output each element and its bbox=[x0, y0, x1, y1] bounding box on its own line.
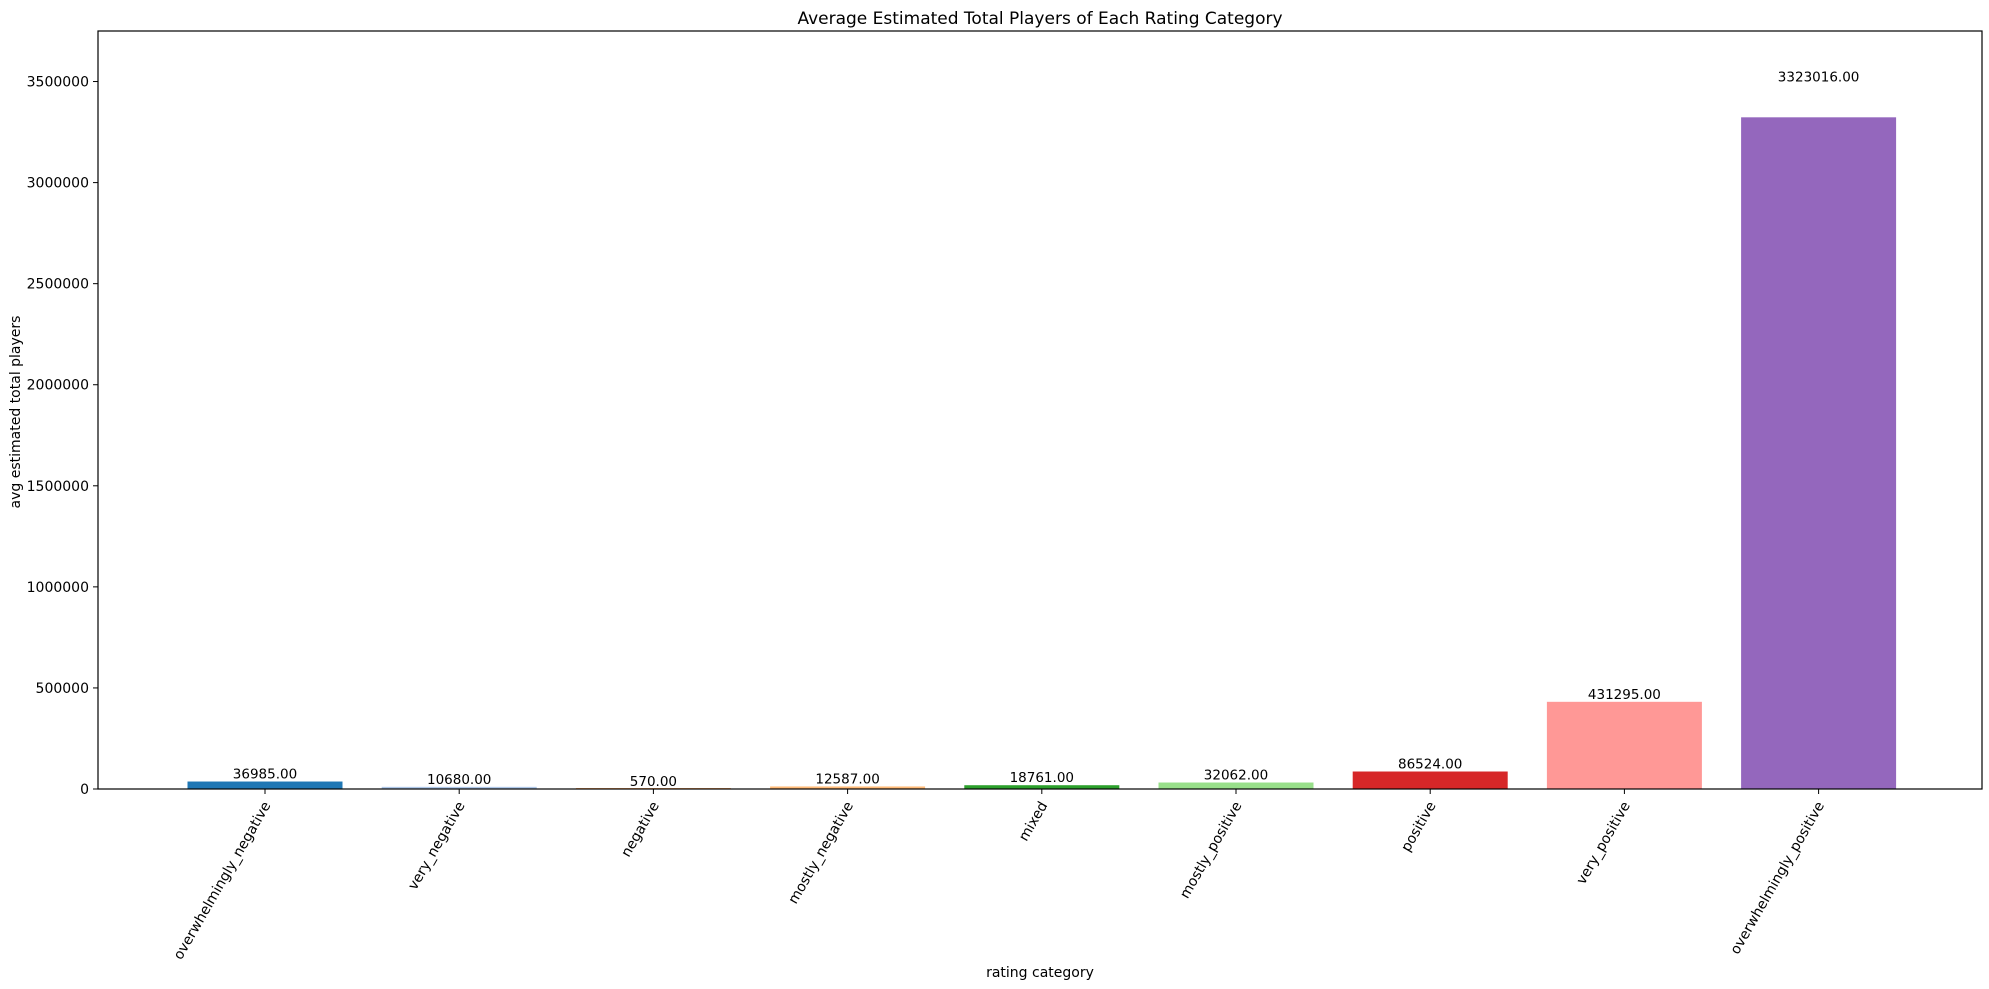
y-tick-label: 0 bbox=[80, 782, 89, 798]
bar-value-label: 32062.00 bbox=[1204, 768, 1268, 784]
bar-mostly-negative bbox=[770, 786, 926, 789]
x-tick-label: mixed bbox=[1016, 799, 1051, 844]
bars-layer: 36985.00 10680.00 570.00 12587.00 18761.00 32… bbox=[187, 69, 1897, 790]
x-tick-label: very_positive bbox=[1574, 799, 1634, 887]
y-axis-label: avg estimated total players bbox=[8, 316, 24, 509]
y-tick-label: 3500000 bbox=[27, 75, 89, 91]
x-axis-label: rating category bbox=[986, 965, 1094, 981]
plot-frame bbox=[97, 30, 1983, 790]
y-tick-label: 1500000 bbox=[27, 479, 89, 495]
bar-value-label: 3323016.00 bbox=[1778, 69, 1860, 85]
bar-positive bbox=[1352, 771, 1508, 789]
bar-value-label: 10680.00 bbox=[427, 772, 491, 788]
bar-value-label: 86524.00 bbox=[1398, 757, 1462, 773]
bar-very-positive bbox=[1546, 701, 1702, 789]
bar-value-label: 570.00 bbox=[630, 774, 677, 790]
bar-very-negative bbox=[381, 786, 537, 789]
x-tick-label: overwhelmingly_negative bbox=[171, 799, 275, 963]
y-tick-label: 2000000 bbox=[27, 378, 89, 394]
y-axis: 0 500000 1000000 1500000 2000000 2500000 30000… bbox=[27, 75, 98, 798]
x-axis: overwhelmingly_negative very_negative nega… bbox=[171, 789, 1828, 963]
x-tick-label: very_negative bbox=[405, 799, 468, 893]
y-tick-label: 500000 bbox=[36, 681, 89, 697]
x-tick-label: mostly_negative bbox=[786, 799, 858, 907]
x-tick-label: mostly_positive bbox=[1177, 799, 1245, 901]
y-tick-label: 1000000 bbox=[27, 580, 89, 596]
x-tick-label: negative bbox=[618, 799, 662, 860]
bar-overwhelmingly-negative bbox=[187, 781, 343, 789]
bar-value-label: 431295.00 bbox=[1588, 687, 1661, 703]
bar-value-label: 36985.00 bbox=[233, 767, 297, 783]
x-tick-label: positive bbox=[1398, 799, 1439, 855]
y-tick-label: 3000000 bbox=[27, 176, 89, 192]
bar-overwhelmingly-positive bbox=[1741, 117, 1897, 790]
bar-value-label: 18761.00 bbox=[1010, 770, 1074, 786]
bar-mostly-positive bbox=[1158, 782, 1314, 789]
chart-title: Average Estimated Total Players of Each … bbox=[797, 9, 1282, 29]
x-tick-label: overwhelmingly_positive bbox=[1727, 799, 1828, 957]
y-tick-label: 2500000 bbox=[27, 277, 89, 293]
bar-value-label: 12587.00 bbox=[815, 771, 879, 787]
bar-mixed bbox=[964, 785, 1120, 789]
